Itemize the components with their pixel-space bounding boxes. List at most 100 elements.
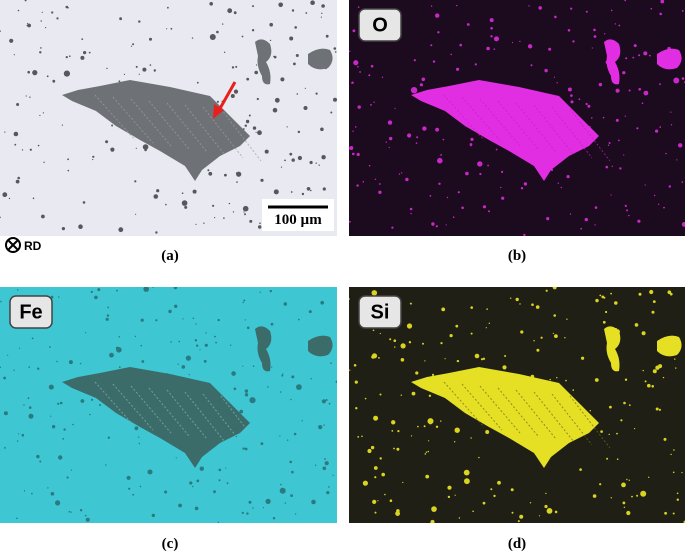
speck [244, 447, 248, 451]
speck [625, 57, 628, 60]
speck [646, 91, 648, 93]
speck [442, 138, 445, 141]
speck [681, 10, 684, 12]
speck [620, 419, 623, 422]
speck [566, 318, 568, 320]
speck [118, 80, 121, 83]
speck [482, 501, 486, 505]
speck [32, 197, 35, 200]
speck [41, 214, 45, 219]
speck [616, 458, 619, 460]
speck [165, 203, 167, 206]
speck [388, 146, 390, 149]
image [0, 0, 337, 236]
speck [349, 298, 350, 300]
element-label: Si [371, 301, 390, 323]
speck [134, 180, 137, 183]
speck [80, 399, 85, 403]
speck [409, 207, 413, 211]
panel-d: Si [349, 287, 685, 523]
speck [482, 357, 486, 360]
speck [362, 480, 368, 486]
speck [638, 54, 641, 57]
speck [435, 127, 439, 132]
speck [243, 299, 246, 302]
speck [631, 495, 633, 498]
caption: (a) [161, 248, 179, 264]
speck [490, 27, 493, 30]
speck [310, 0, 315, 5]
speck [615, 88, 620, 93]
speck [638, 292, 642, 296]
speck [311, 499, 316, 505]
dendrite [202, 393, 244, 446]
speck [490, 488, 493, 491]
speck [628, 89, 631, 92]
speck [440, 420, 442, 422]
speck [70, 469, 73, 471]
speck [175, 457, 177, 459]
speck [296, 93, 299, 95]
speck [105, 464, 107, 466]
speck [330, 111, 333, 114]
speck [31, 492, 33, 495]
speck [391, 420, 396, 425]
element-label: Fe [19, 301, 42, 323]
speck [318, 164, 320, 166]
speck [619, 167, 622, 170]
speck [289, 36, 294, 41]
speck [126, 475, 131, 480]
speck [62, 438, 65, 440]
speck [7, 354, 9, 356]
speck [478, 456, 480, 459]
speck [594, 378, 599, 382]
speck [110, 147, 115, 152]
speck [68, 360, 73, 365]
speck [242, 205, 249, 212]
speck [199, 349, 201, 351]
speck [213, 490, 216, 494]
speck [458, 517, 461, 519]
speck [430, 44, 433, 47]
speck [208, 171, 213, 176]
speck [246, 512, 249, 515]
speck [501, 170, 504, 173]
speck [16, 103, 20, 106]
speck [668, 185, 671, 188]
speck [407, 133, 412, 138]
speck [638, 88, 641, 91]
speck [438, 182, 441, 185]
speck [641, 331, 646, 336]
scale-label: 100 µm [274, 212, 322, 228]
speck [181, 192, 184, 194]
speck [447, 485, 452, 490]
speck [24, 0, 27, 2]
speck [168, 309, 172, 314]
speck [585, 10, 588, 13]
speck [107, 306, 110, 309]
speck [59, 401, 63, 405]
speck [374, 178, 377, 180]
speck [130, 45, 133, 47]
speck [557, 182, 559, 184]
speck [644, 184, 646, 186]
speck [293, 432, 297, 436]
speck [415, 142, 418, 144]
speck [594, 224, 596, 226]
arrow [216, 81, 237, 113]
speck [651, 310, 655, 314]
speck [284, 159, 286, 162]
speck [651, 385, 654, 388]
image [0, 287, 337, 523]
speck [241, 35, 244, 38]
speck [153, 69, 156, 72]
speck [42, 112, 45, 114]
speck [659, 126, 661, 128]
speck [673, 449, 675, 451]
speck [244, 124, 247, 127]
dendrite [533, 391, 575, 443]
speck [421, 77, 426, 82]
speck [681, 181, 684, 183]
speck [349, 50, 351, 52]
speck [58, 455, 63, 460]
